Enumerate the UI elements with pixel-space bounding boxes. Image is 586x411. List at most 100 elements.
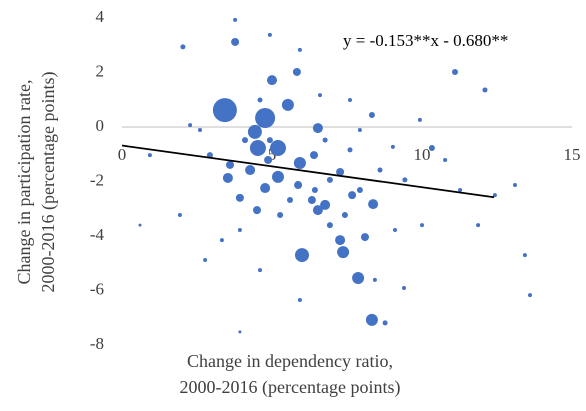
bubble xyxy=(368,112,375,119)
x-tick-label: 10 xyxy=(414,145,431,164)
bubble xyxy=(247,124,262,139)
bubble xyxy=(390,144,395,149)
y-axis-title: Change in participation rate, xyxy=(14,80,34,285)
bubble xyxy=(522,253,527,258)
bubble xyxy=(222,172,233,183)
bubble xyxy=(348,98,352,103)
bubble xyxy=(198,127,202,132)
bubble xyxy=(297,298,302,303)
bubble xyxy=(255,108,276,129)
x-tick-label: 15 xyxy=(564,145,581,164)
bubble xyxy=(443,157,448,162)
bubble xyxy=(492,193,497,198)
x-tick-label: 5 xyxy=(268,145,277,164)
bubble xyxy=(272,170,284,183)
bubble xyxy=(188,123,193,128)
bubble xyxy=(365,313,378,326)
y-axis-title: 2000-2016 (percentage points) xyxy=(38,72,59,293)
bubble xyxy=(348,191,357,200)
bubble xyxy=(295,248,309,263)
bubble xyxy=(482,87,488,93)
x-axis-title: 2000-2016 (percentage points) xyxy=(180,377,401,398)
bubble xyxy=(257,97,263,103)
bubble xyxy=(341,212,348,219)
bubble xyxy=(476,223,481,228)
bubble xyxy=(293,156,306,169)
bubble xyxy=(203,257,208,262)
trendline xyxy=(121,144,495,199)
bubble xyxy=(281,98,294,111)
bubble xyxy=(310,151,318,160)
bubble xyxy=(420,223,424,228)
bubble xyxy=(393,228,397,233)
bubble xyxy=(312,205,323,216)
bubble xyxy=(249,139,266,156)
bubble xyxy=(206,152,213,159)
bubble xyxy=(361,233,369,242)
bubble xyxy=(368,199,379,210)
bubble xyxy=(260,183,271,194)
bubble xyxy=(212,98,237,123)
bubble xyxy=(253,206,261,215)
bubble xyxy=(138,223,142,227)
bubble xyxy=(402,177,408,183)
y-tick-label: -6 xyxy=(90,279,104,298)
y-tick-label: 2 xyxy=(96,61,105,80)
y-tick-label: -8 xyxy=(90,334,104,353)
bubble xyxy=(238,330,242,334)
bubble xyxy=(326,176,333,183)
y-tick-label: 4 xyxy=(96,7,105,26)
bubble xyxy=(428,144,435,151)
bubble xyxy=(297,47,302,52)
bubble xyxy=(231,37,240,46)
bubble xyxy=(267,32,272,37)
bubble xyxy=(219,238,224,243)
bubble xyxy=(318,93,322,98)
bubble xyxy=(264,155,273,164)
bubble xyxy=(356,186,363,193)
bubble xyxy=(233,17,238,22)
bubble xyxy=(326,222,333,229)
bubble xyxy=(357,127,362,132)
bubble xyxy=(372,277,377,282)
bubble xyxy=(320,199,331,210)
bubble xyxy=(266,137,273,144)
bubble xyxy=(347,147,353,153)
bubble xyxy=(307,196,316,205)
bubble xyxy=(382,320,388,326)
y-tick-label: -4 xyxy=(90,225,105,244)
bubble xyxy=(311,186,318,193)
bubble xyxy=(267,75,277,86)
bubble xyxy=(287,197,293,204)
bubble xyxy=(235,193,244,202)
bubble xyxy=(242,137,248,144)
bubble xyxy=(226,160,234,169)
trendline-equation: y = -0.153**x - 0.680** xyxy=(343,31,508,50)
bubble xyxy=(294,181,303,190)
bubble xyxy=(237,228,242,233)
bubble xyxy=(402,286,406,291)
bubble xyxy=(352,271,365,284)
x-axis-title: Change in dependency ratio, xyxy=(187,351,393,371)
y-tick-label: 0 xyxy=(96,116,105,135)
bubble xyxy=(417,117,422,122)
bubble xyxy=(258,268,262,273)
bubble xyxy=(270,139,286,156)
bubble xyxy=(312,123,323,134)
bubble xyxy=(528,293,532,298)
bubble xyxy=(452,68,458,75)
bubble xyxy=(277,212,284,219)
bubble xyxy=(336,167,345,176)
x-tick-label: 0 xyxy=(118,145,127,164)
bubble xyxy=(335,235,346,246)
bubble xyxy=(513,183,517,188)
bubble xyxy=(337,246,350,259)
bubble xyxy=(180,44,186,50)
bubble xyxy=(322,137,328,143)
bubble xyxy=(377,167,383,173)
bubble xyxy=(292,67,301,76)
bubble xyxy=(458,187,463,192)
y-tick-label: -2 xyxy=(90,170,104,189)
bubble xyxy=(245,165,256,176)
